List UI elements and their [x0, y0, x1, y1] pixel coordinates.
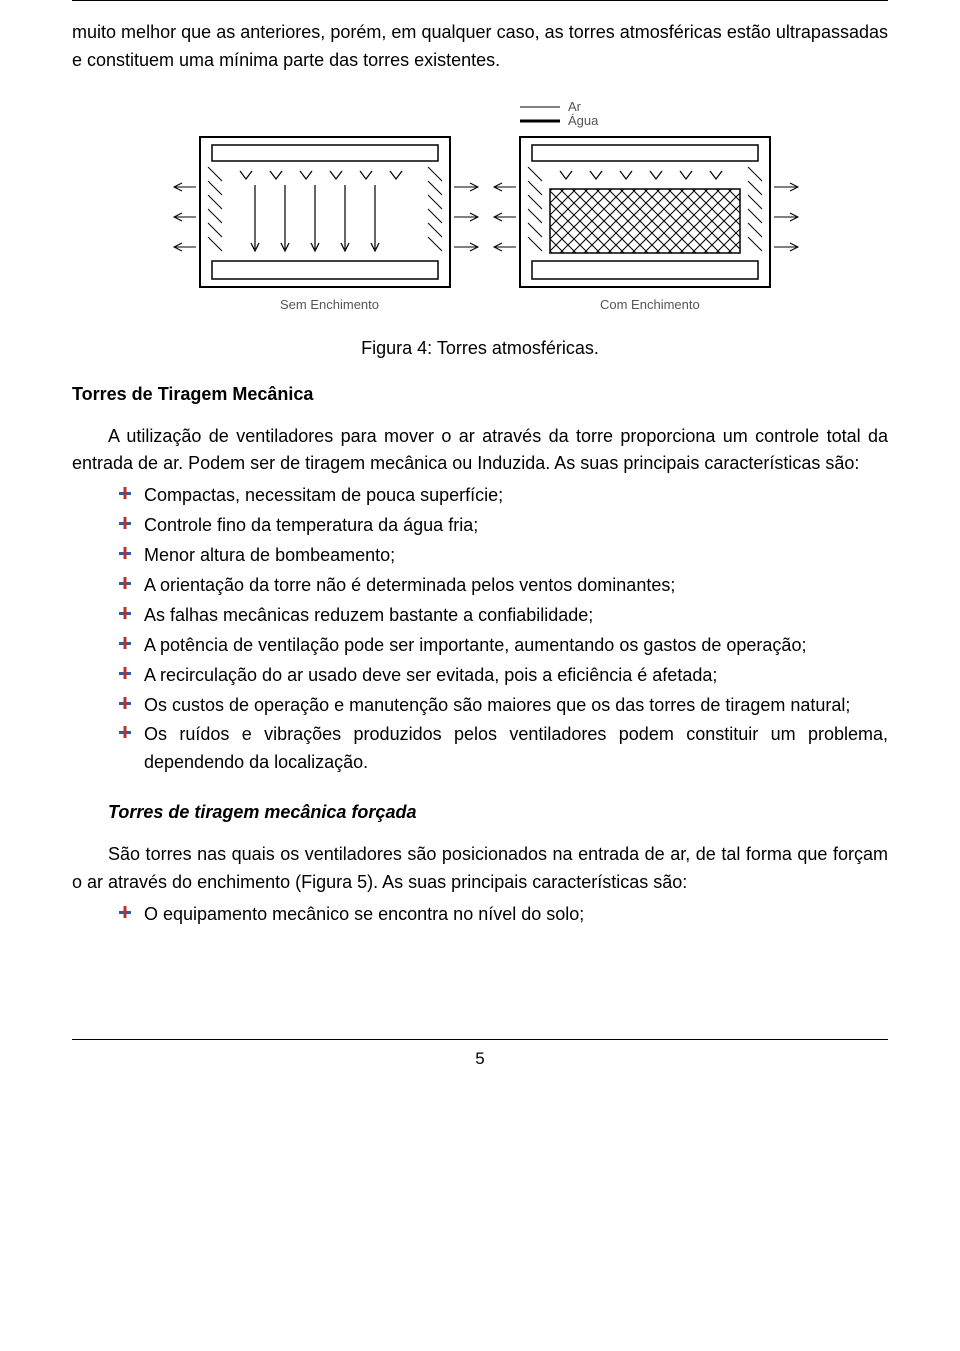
page-number: 5: [72, 1046, 888, 1072]
list-item: A potência de ventilação pode ser import…: [118, 632, 888, 660]
list-item: Compactas, necessitam de pouca superfíci…: [118, 482, 888, 510]
list-item: A orientação da torre não é determinada …: [118, 572, 888, 600]
bullet-icon: [118, 606, 132, 620]
tower-sem-enchimento: [174, 137, 478, 287]
label-sem: Sem Enchimento: [280, 297, 379, 312]
bullet-icon: [118, 636, 132, 650]
list-item-text: Os ruídos e vibrações produzidos pelos v…: [144, 724, 888, 772]
figure-4: Ar Água: [72, 97, 888, 317]
label-com: Com Enchimento: [600, 297, 700, 312]
list-item-text: Controle fino da temperatura da água fri…: [144, 515, 478, 535]
list-item: A recirculação do ar usado deve ser evit…: [118, 662, 888, 690]
label-ar: Ar: [568, 99, 582, 114]
bullet-icon: [118, 516, 132, 530]
label-agua: Água: [568, 113, 599, 128]
list-item: O equipamento mecânico se encontra no ní…: [118, 901, 888, 929]
bullet-icon: [118, 725, 132, 739]
bullet-icon: [118, 666, 132, 680]
list-item-text: Menor altura de bombeamento;: [144, 545, 395, 565]
list-item: As falhas mecânicas reduzem bastante a c…: [118, 602, 888, 630]
figure-4-svg: Ar Água: [160, 97, 800, 317]
list-item-text: O equipamento mecânico se encontra no ní…: [144, 904, 584, 924]
body-paragraph: A utilização de ventiladores para mover …: [72, 423, 888, 479]
bottom-rule: [72, 1039, 888, 1040]
bullet-list-1: Compactas, necessitam de pouca superfíci…: [72, 482, 888, 777]
body-paragraph-2-text: São torres nas quais os ventiladores são…: [72, 844, 888, 892]
bullet-icon: [118, 486, 132, 500]
list-item: Menor altura de bombeamento;: [118, 542, 888, 570]
list-item-text: A orientação da torre não é determinada …: [144, 575, 675, 595]
bullet-list-2: O equipamento mecânico se encontra no ní…: [72, 901, 888, 929]
intro-paragraph: muito melhor que as anteriores, porém, e…: [72, 19, 888, 75]
list-item-text: A recirculação do ar usado deve ser evit…: [144, 665, 717, 685]
bullet-icon: [118, 905, 132, 919]
body-paragraph-2: São torres nas quais os ventiladores são…: [72, 841, 888, 897]
body-paragraph-text: A utilização de ventiladores para mover …: [72, 426, 888, 474]
figure-caption: Figura 4: Torres atmosféricas.: [72, 335, 888, 363]
list-item-text: As falhas mecânicas reduzem bastante a c…: [144, 605, 593, 625]
bullet-icon: [118, 576, 132, 590]
list-item-text: Os custos de operação e manutenção são m…: [144, 695, 850, 715]
list-item-text: Compactas, necessitam de pouca superfíci…: [144, 485, 503, 505]
subheading: Torres de tiragem mecânica forçada: [108, 799, 888, 827]
list-item: Controle fino da temperatura da água fri…: [118, 512, 888, 540]
tower-com-enchimento: [494, 137, 798, 287]
bullet-icon: [118, 696, 132, 710]
top-rule: [72, 0, 888, 1]
list-item: Os custos de operação e manutenção são m…: [118, 692, 888, 720]
list-item-text: A potência de ventilação pode ser import…: [144, 635, 806, 655]
bullet-icon: [118, 546, 132, 560]
list-item: Os ruídos e vibrações produzidos pelos v…: [118, 721, 888, 777]
section-title: Torres de Tiragem Mecânica: [72, 381, 888, 409]
